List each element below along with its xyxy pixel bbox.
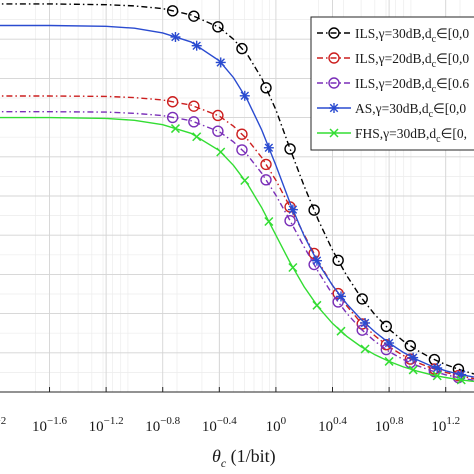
series-point: [236, 42, 248, 55]
series-point: [312, 300, 322, 310]
series-point: [239, 90, 250, 101]
series-point: [260, 82, 272, 94]
series-point: [191, 40, 202, 51]
series-5: [0, 116, 474, 385]
x-tick-label: 10−1.2: [89, 415, 124, 435]
series-point: [432, 363, 443, 374]
series-point: [287, 204, 298, 215]
series-layer: [0, 3, 474, 385]
legend-label: ILS,γ=20dB,dc∈[0,0: [355, 51, 469, 70]
series-point: [166, 96, 179, 108]
series-point: [192, 132, 202, 142]
x-tick-labels: 10−2 10−1.6 10−1.2 10−0.8 10−0.4 100 100.4 100.…: [0, 415, 460, 435]
legend-label: ILS,γ=20dB,dc∈[0.6: [355, 76, 469, 95]
series-point: [356, 293, 368, 305]
series-point: [311, 255, 322, 266]
series-point: [288, 262, 298, 273]
series-point: [360, 317, 371, 328]
series-point: [380, 320, 392, 333]
legend-item: ILS,γ=20dB,dc∈[0,0: [317, 51, 469, 70]
series-point: [236, 144, 248, 156]
series-point: [456, 375, 466, 385]
x-tick-label: 10−1.6: [32, 415, 67, 435]
legend-label: FHS,γ=30dB,dc∈[0,: [355, 126, 467, 145]
series-point: [408, 365, 418, 375]
legend-marker: [328, 77, 340, 89]
x-axis-label-unit: (1/bit): [226, 446, 276, 467]
legend-item: AS,γ=30dB,dc∈[0,0: [317, 101, 466, 120]
x-tick-label: 10−2: [0, 415, 6, 435]
series-point: [404, 340, 417, 352]
series-point: [360, 344, 370, 354]
legend-label: ILS,γ=30dB,dc∈[0,0: [355, 26, 469, 45]
series-point: [212, 125, 224, 137]
series-point: [188, 100, 200, 112]
series-point: [408, 352, 419, 363]
x-tick-label: 10−0.4: [202, 415, 237, 435]
series-point: [260, 174, 272, 186]
series-line: [0, 110, 474, 381]
series-line: [0, 24, 474, 378]
series-point: [216, 147, 226, 157]
legend-item: FHS,γ=30dB,dc∈[0,: [317, 126, 467, 145]
series-point: [240, 175, 250, 186]
series-point: [188, 116, 200, 128]
series-point: [170, 124, 180, 134]
x-tick-label: 101.2: [431, 415, 460, 435]
series-point: [384, 356, 394, 366]
series-1: [0, 3, 474, 375]
series-point: [166, 111, 179, 124]
series-point: [432, 371, 442, 381]
series-point: [356, 318, 368, 330]
series-point: [308, 204, 320, 216]
series-point: [456, 369, 467, 380]
x-tick-label: 100.4: [318, 415, 347, 435]
x-axis-label-symbol: θ: [212, 446, 221, 466]
x-tick-label: 10−0.8: [145, 415, 180, 435]
axes-layer: [0, 387, 474, 393]
series-point: [212, 109, 224, 122]
series-point: [212, 21, 224, 33]
x-tick-label: 100: [266, 415, 287, 435]
legend-box: [310, 16, 474, 151]
series-point: [236, 128, 248, 140]
series-point: [284, 143, 296, 155]
series-point: [170, 31, 181, 42]
series-point: [336, 326, 346, 336]
series-point: [380, 343, 392, 356]
series-point: [188, 10, 200, 22]
legend-marker: [329, 128, 339, 138]
series-point: [335, 291, 346, 302]
series-point: [260, 158, 272, 171]
series-point: [215, 57, 226, 68]
series-point: [332, 254, 344, 266]
legend-marker: [328, 52, 340, 64]
legend-label: AS,γ=30dB,dc∈[0,0: [355, 101, 466, 120]
x-axis-label-subscript: c: [221, 456, 227, 470]
series-4: [0, 24, 474, 380]
legend-item: ILS,γ=30dB,dc∈[0,0: [317, 26, 469, 45]
series-point: [284, 214, 296, 227]
x-axis-label: θc (1/bit): [212, 446, 276, 470]
legend-marker: [328, 27, 340, 39]
series-point: [384, 338, 395, 348]
series-point: [263, 142, 274, 153]
legend: ILS,γ=30dB,dc∈[0,0 ILS,γ=20dB,dc∈[0,0 ILS,…: [310, 16, 474, 151]
series-point: [264, 216, 274, 227]
series-line: [0, 116, 474, 383]
legend-marker: [329, 103, 339, 113]
legend-item: ILS,γ=20dB,dc∈[0.6: [317, 76, 469, 95]
series-point: [166, 5, 179, 17]
x-tick-label: 100.8: [375, 415, 404, 435]
